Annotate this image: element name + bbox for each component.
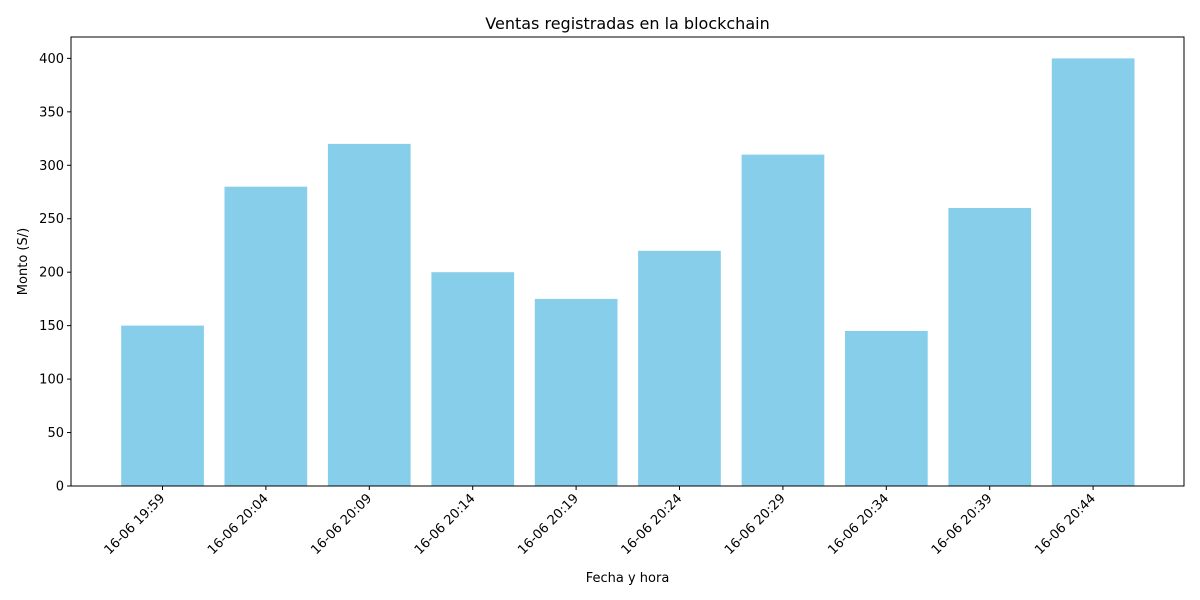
x-tick-label: 16-06 20:34 <box>825 491 892 558</box>
y-tick-label: 250 <box>39 212 64 227</box>
x-tick-label: 16-06 20:14 <box>412 491 479 558</box>
bar <box>638 250 721 486</box>
x-tick-label: 16-06 19:59 <box>102 491 169 558</box>
y-tick-label: 50 <box>47 426 64 441</box>
bars-group <box>121 58 1135 487</box>
x-axis-label: Fecha y hora <box>586 571 670 586</box>
y-tick-label: 400 <box>39 52 64 67</box>
y-tick-label: 100 <box>39 373 64 388</box>
x-axis: 16-06 19:59 16-06 20:04 16-06 20:09 16-06 2… <box>102 486 1099 558</box>
x-tick-label: 16-06 20:24 <box>619 491 686 558</box>
y-tick-label: 350 <box>39 105 64 120</box>
chart-title: Ventas registradas en la blockchain <box>485 14 769 33</box>
plot-frame <box>70 36 1185 487</box>
bar <box>534 298 618 486</box>
bar <box>327 143 411 486</box>
bar <box>1051 58 1135 487</box>
y-tick-label: 200 <box>39 266 64 281</box>
y-tick-label: 300 <box>39 159 64 174</box>
x-tick-label: 16-06 20:19 <box>515 491 582 558</box>
bar <box>741 154 825 486</box>
bar <box>121 325 204 486</box>
y-axis: 0 50 100 150 200 250 300 350 400 <box>39 52 71 495</box>
bar <box>948 208 1032 486</box>
y-tick-label: 150 <box>39 319 64 334</box>
x-tick-label: 16-06 20:39 <box>929 491 996 558</box>
bar <box>431 272 515 486</box>
x-tick-label: 16-06 20:09 <box>308 491 375 558</box>
x-tick-label: 16-06 20:29 <box>722 491 789 558</box>
bar <box>845 331 928 486</box>
x-tick-label: 16-06 20:44 <box>1032 491 1099 558</box>
y-tick-label: 0 <box>56 480 64 495</box>
x-tick-label: 16-06 20:04 <box>205 491 272 558</box>
y-axis-label: Monto (S/) <box>16 228 31 295</box>
bar <box>224 186 308 486</box>
